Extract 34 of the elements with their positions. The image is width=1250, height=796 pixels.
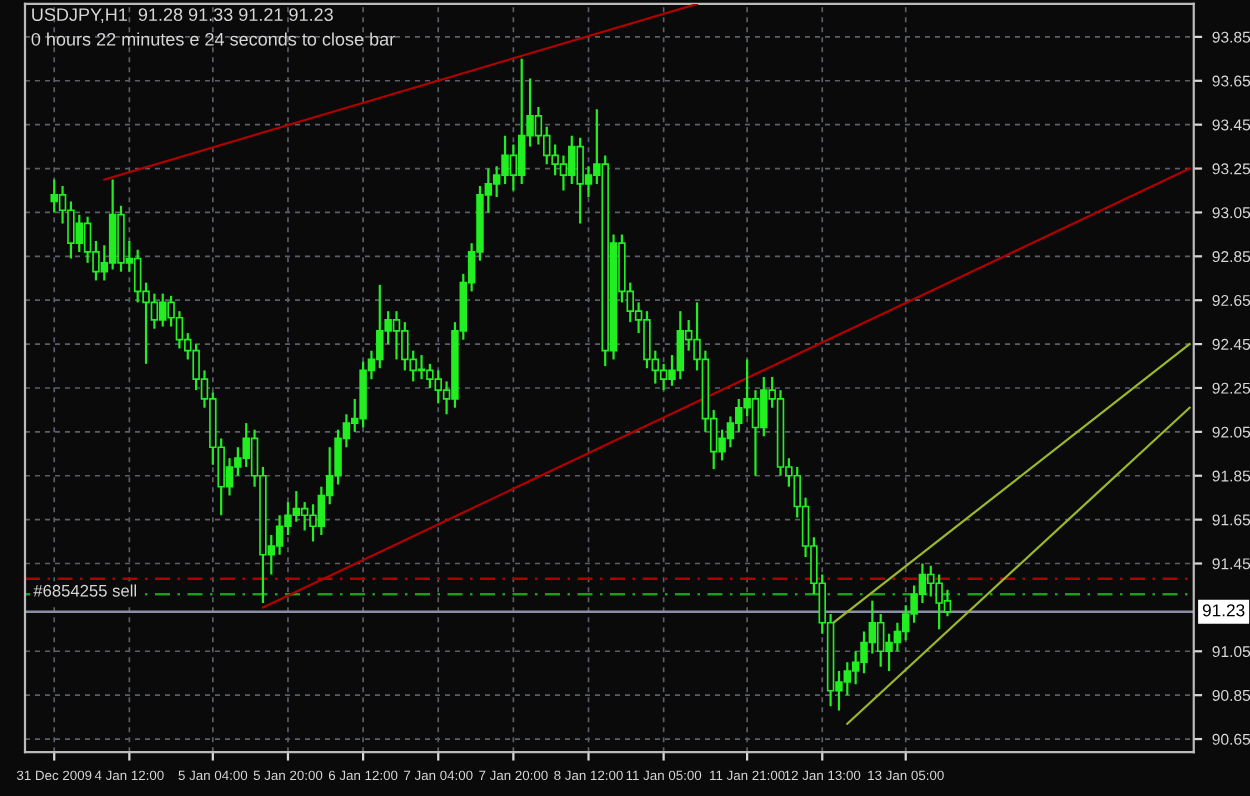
candlestick	[559, 154, 568, 192]
candlestick	[75, 213, 84, 254]
candlestick	[851, 650, 860, 686]
candlestick	[943, 588, 952, 618]
candlestick	[659, 362, 668, 392]
candlestick	[309, 503, 317, 543]
candlestick	[275, 514, 284, 556]
candlestick	[517, 57, 526, 186]
ref-line-label: 91.23	[1202, 604, 1245, 617]
candlestick	[158, 292, 167, 328]
candlestick	[893, 621, 902, 653]
candlestick	[576, 136, 584, 225]
candlestick	[676, 310, 685, 381]
candlestick	[726, 415, 735, 449]
candlestick	[150, 292, 159, 330]
candlestick	[392, 310, 401, 361]
candlestick	[50, 178, 58, 214]
candlestick	[509, 143, 518, 192]
candlestick	[300, 500, 309, 532]
text: 0 hours 22 minutes e 24 seconds to close bar	[31, 32, 395, 46]
candlestick	[133, 248, 142, 304]
candlestick	[242, 421, 250, 469]
candlestick	[83, 215, 92, 265]
candlestick	[876, 612, 885, 668]
candlestick	[868, 599, 877, 655]
ref-line-label: #6854255 sell	[33, 584, 137, 597]
candlestick	[751, 389, 760, 477]
chart-title: USDJPY,H1 91.28 91.33 91.21 91.23	[32, 8, 333, 24]
candlestick	[568, 134, 576, 186]
candlestick	[417, 353, 426, 381]
candlestick	[843, 661, 852, 697]
candlestick	[935, 573, 943, 631]
candlestick	[175, 310, 184, 350]
candlestick	[292, 489, 301, 523]
